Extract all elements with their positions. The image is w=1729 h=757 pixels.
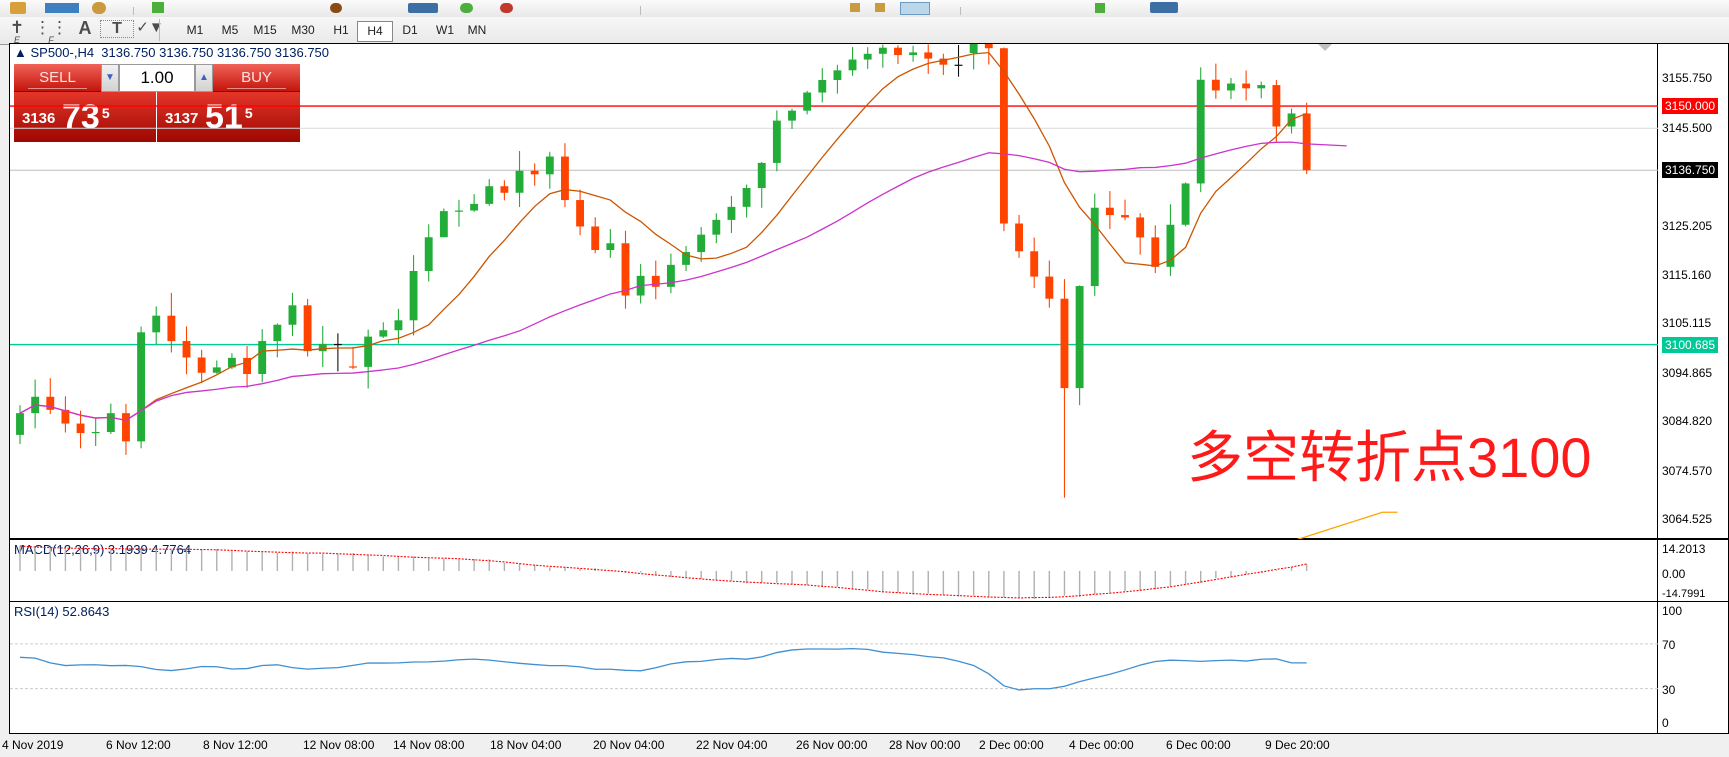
svg-text:多空转折点3100: 多空转折点3100 <box>1187 426 1592 489</box>
